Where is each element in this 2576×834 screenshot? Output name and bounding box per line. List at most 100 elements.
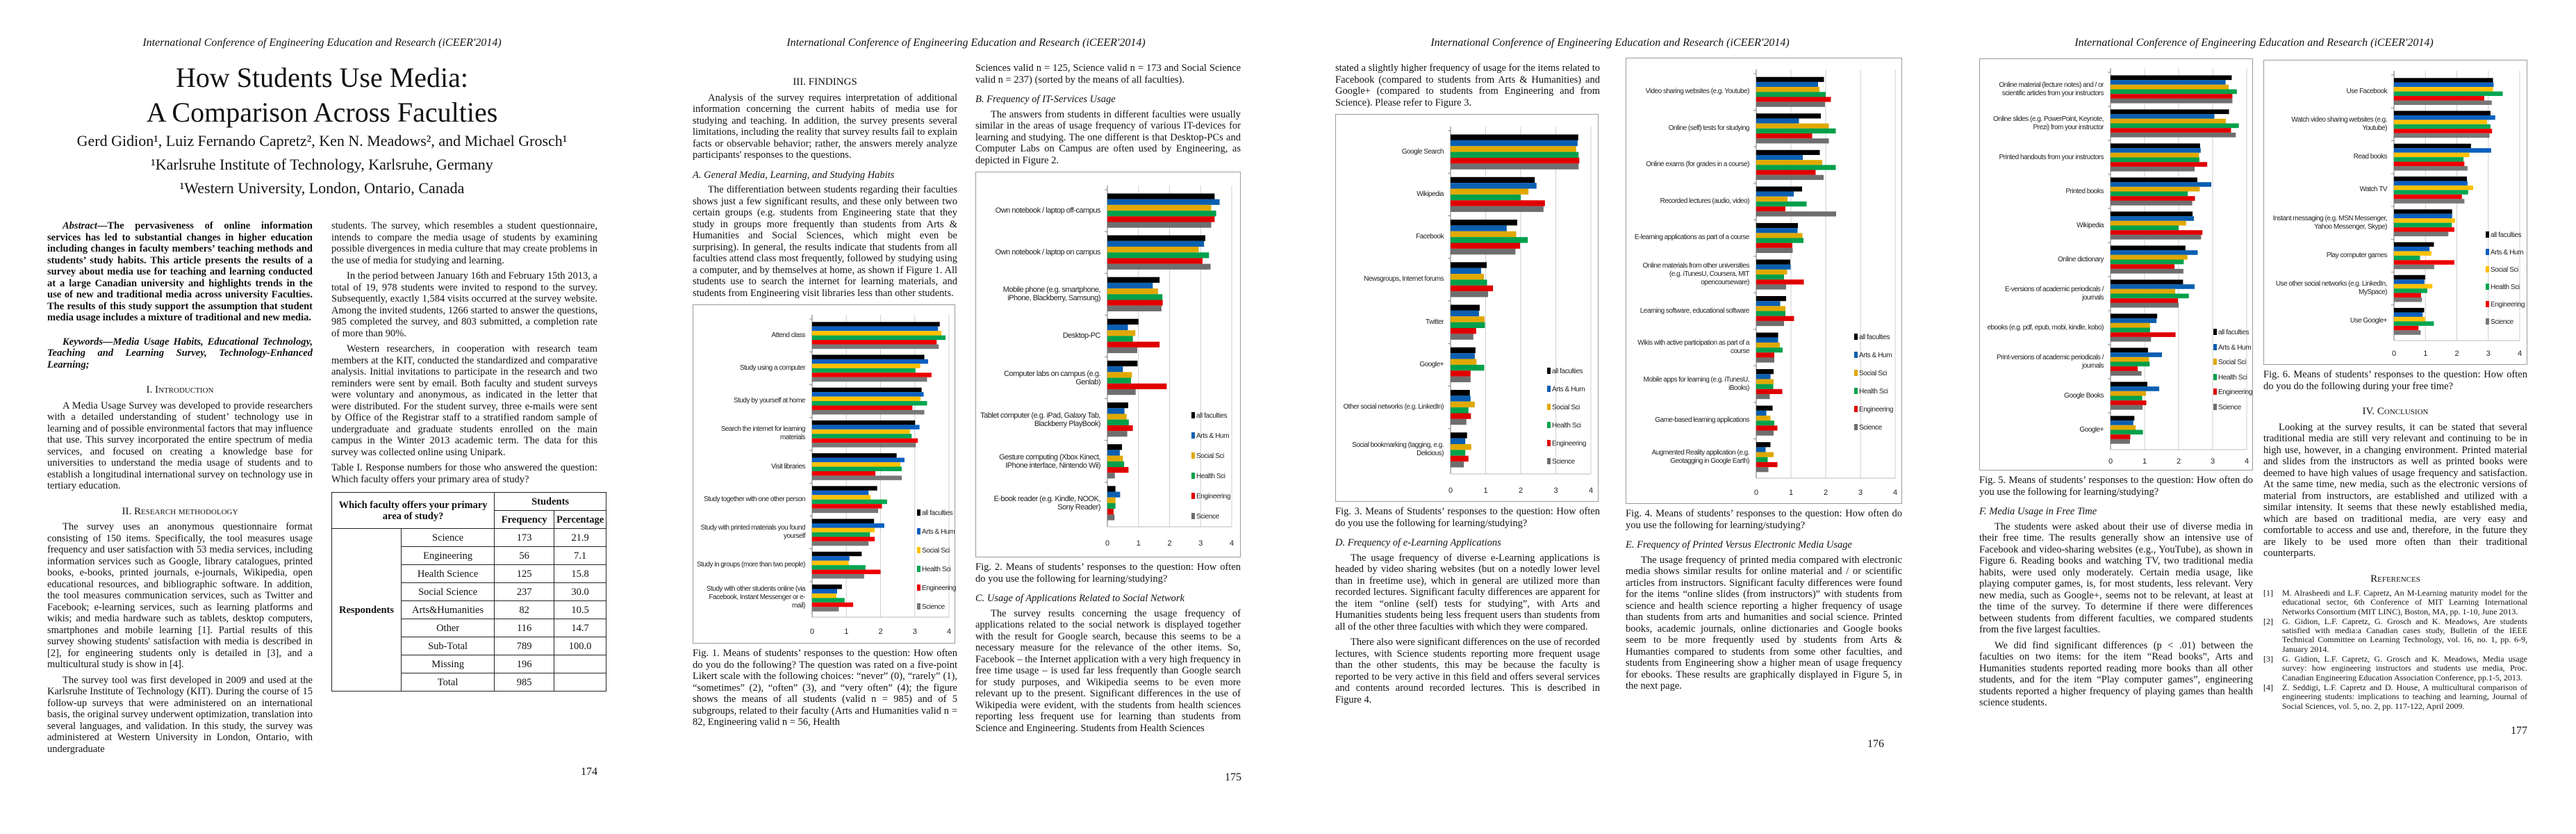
bar-engineering	[2111, 230, 2203, 235]
bar-social-sci	[812, 593, 836, 598]
bar-science	[2394, 166, 2468, 171]
bar-science	[2111, 439, 2130, 444]
legend-label: Science	[2491, 318, 2513, 326]
x-tick-label: 1	[2142, 457, 2147, 466]
bar-science	[1451, 418, 1467, 425]
bar-social-sci	[1107, 288, 1158, 295]
bar-social-sci	[1451, 359, 1477, 365]
page-number: 175	[1225, 771, 1241, 783]
legend-item: Health Sci	[2213, 373, 2247, 384]
bar-engineering	[2111, 298, 2179, 303]
x-tick-label: 2	[2176, 457, 2181, 466]
table-cell-faculty: Science	[400, 528, 495, 547]
chart-plot	[2108, 68, 2247, 450]
figure-caption: Fig. 6. Means of students’ responses to …	[2263, 369, 2527, 392]
category-label: Google Books	[2064, 391, 2104, 400]
legend-item: all faculties	[1191, 411, 1228, 423]
bar-social-sci	[1451, 146, 1576, 152]
category-label: ebooks (e.g. pdf, epub, mobi, kindle, ko…	[1987, 323, 2104, 332]
category-label: Social bookmarking (tagging, e.g. Delici…	[1352, 441, 1444, 458]
bar-engineering	[1107, 467, 1129, 473]
abstract-label: Abstract—	[63, 220, 108, 231]
bar-social-sci	[1451, 188, 1529, 195]
legend-swatch	[2213, 359, 2217, 365]
bar-arts-hum	[1451, 310, 1479, 317]
bar-engineering	[2111, 264, 2175, 269]
legend-item: Health Sci	[1547, 420, 1581, 432]
subsection-heading: E. Frequency of Printed Versus Electroni…	[1626, 539, 1852, 550]
chart-plot	[1753, 70, 1896, 479]
table-cell-frequency: 82	[494, 600, 555, 619]
legend-swatch	[917, 509, 920, 516]
x-tick-label: 2	[2454, 350, 2459, 358]
bar-health-sci	[1451, 407, 1469, 414]
bar-science	[1756, 393, 1770, 400]
reference-number: [2]	[2263, 616, 2273, 626]
legend-item: Engineering	[1191, 491, 1230, 503]
legend-item: Science	[1191, 512, 1219, 523]
legend-swatch	[1191, 513, 1195, 519]
category-label: Wikis with active participation as part …	[1637, 339, 1749, 356]
bar-all-faculties	[2111, 143, 2200, 149]
bar-all-faculties	[2111, 75, 2232, 81]
bar-engineering	[1756, 243, 1792, 248]
table-row: Respondents Science 173 21.9	[331, 528, 606, 692]
bar-engineering	[2111, 162, 2208, 167]
legend-label: Health Sci	[922, 566, 951, 573]
category-label: Print-versions of academic periodicals /…	[1997, 353, 2104, 370]
reference-item: [2] G. Gidion, L.F. Capretz, G. Grosch an…	[2263, 616, 2527, 654]
bar-all-faculties	[1107, 235, 1205, 241]
bar-science	[2111, 370, 2142, 376]
table-cell-faculty: Missing	[400, 655, 495, 673]
bar-science	[1451, 461, 1464, 468]
bar-arts-hum	[2111, 148, 2201, 153]
legend-label: Science	[2218, 403, 2241, 411]
bar-engineering	[2394, 260, 2454, 265]
bar-arts-hum	[1756, 374, 1771, 379]
bar-engineering	[2111, 434, 2131, 439]
running-header: International Conference of Engineering …	[142, 37, 502, 49]
text-column: 0 1 2 3 4 Online material (lecture notes) and…	[1979, 53, 2253, 713]
figure-caption: Fig. 2. Means of students’ responses to …	[975, 562, 1241, 584]
category-label: Tablet computer (e.g. iPad, Galaxy Tab, …	[980, 411, 1100, 428]
legend-swatch	[1854, 370, 1858, 376]
table-group-label: Respondents	[331, 528, 402, 692]
bar-arts-hum	[1451, 225, 1507, 231]
bar-social-sci	[1756, 123, 1829, 129]
x-tick-label: 1	[1483, 486, 1488, 495]
bar-health-sci	[1756, 275, 1784, 280]
bar-social-sci	[1756, 342, 1780, 348]
bar-engineering	[812, 569, 881, 575]
bar-health-sci	[812, 565, 866, 570]
bar-science	[1107, 431, 1128, 437]
category-label: Gesture computing (Xbox Kinect, IPhone i…	[999, 452, 1100, 470]
bar-science	[2111, 166, 2195, 172]
bar-arts-hum	[2111, 114, 2215, 119]
category-label: Recorded lectures (audio, video)	[1660, 197, 1749, 205]
bar-all-faculties	[2111, 245, 2186, 251]
category-label: Study together with one other person	[704, 495, 806, 503]
bar-arts-hum	[1451, 183, 1537, 189]
legend-swatch	[917, 566, 920, 572]
page-number: 174	[581, 766, 597, 778]
legend-label: Engineering	[1196, 493, 1230, 500]
bar-science	[2394, 199, 2465, 204]
legend-item: all faculties	[2486, 230, 2522, 242]
bar-engineering	[1756, 425, 1778, 431]
bar-health-sci	[1756, 165, 1836, 170]
bar-social-sci	[2394, 218, 2455, 223]
bar-arts-hum	[812, 490, 869, 496]
category-label: Learning software, educational software	[1640, 306, 1750, 315]
bar-all-faculties	[1107, 486, 1116, 492]
bar-engineering	[2111, 366, 2138, 371]
bar-all-faculties	[1756, 76, 1824, 82]
bar-arts-hum	[2394, 246, 2430, 252]
bar-arts-hum	[1451, 438, 1466, 445]
page-174: International Conference of Engineering …	[0, 0, 644, 834]
category-label: Online exams (for grades in a course)	[1646, 161, 1749, 169]
legend-swatch	[2213, 403, 2217, 410]
table-cell-frequency: 173	[494, 528, 555, 547]
bar-all-faculties	[1756, 222, 1798, 229]
bar-science	[812, 377, 927, 382]
bar-all-faculties	[1451, 432, 1467, 439]
